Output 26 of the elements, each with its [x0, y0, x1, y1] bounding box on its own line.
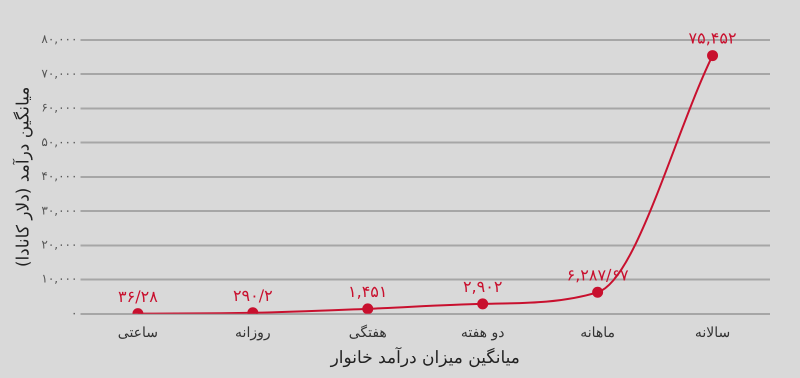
data-label: ۲,۹۰۲ [462, 277, 502, 296]
x-tick-label: ساعتی [118, 324, 158, 341]
y-tick-label: ۷۰,۰۰۰ [41, 66, 78, 80]
x-axis-title: میانگین میزان درآمد خانوار [330, 347, 520, 368]
y-tick-label: ۸۰,۰۰۰ [41, 32, 78, 46]
x-tick-label: دو هفته [460, 324, 505, 341]
point [362, 303, 374, 314]
y-tick-label: ۴۰,۰۰۰ [41, 169, 78, 184]
y-axis-title: میانگین درآمد (دلار کانادا) [12, 86, 34, 268]
data-label: ۳۶/۲۸ [118, 286, 158, 306]
point [592, 286, 604, 298]
y-tick-label: ۰ [70, 306, 78, 320]
x-tick-label: سالانه [694, 324, 730, 341]
point [477, 298, 488, 310]
y-tick-label: ۳۰,۰۰۰ [41, 203, 78, 218]
y-tick-label: ۶۰,۰۰۰ [41, 100, 78, 115]
y-tick-label: ۲۰,۰۰۰ [41, 237, 78, 252]
x-tick-label: هفتگی [348, 324, 387, 341]
x-tick-label: ماهانه [580, 324, 616, 341]
y-tick-label: ۱۰,۰۰۰ [41, 272, 78, 286]
y-tick-label: ۵۰,۰۰۰ [41, 134, 78, 149]
data-label: ۷۵,۴۵۲ [688, 28, 737, 48]
data-label: ۱,۴۵۱ [348, 282, 388, 301]
data-label: ۲۹۰/۲ [232, 286, 273, 305]
point [707, 50, 718, 62]
x-tick-label: روزانه [235, 324, 271, 341]
